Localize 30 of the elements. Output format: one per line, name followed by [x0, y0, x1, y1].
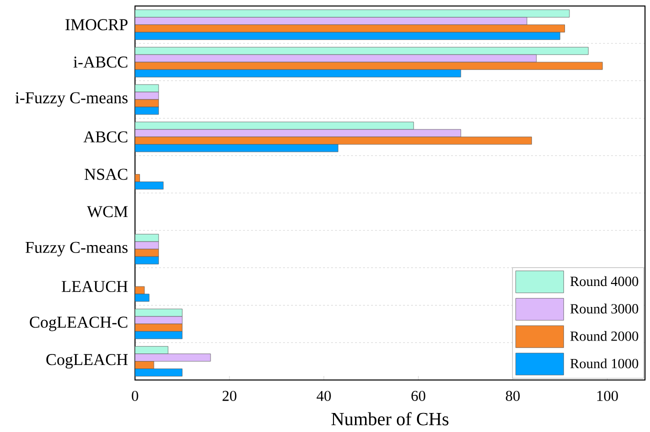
x-axis-title: Number of CHs: [331, 412, 448, 426]
y-tick-label: NSAC: [84, 168, 128, 180]
y-tick-label: CogLEACH: [46, 354, 128, 369]
bar: [135, 354, 211, 362]
y-tick-label: WCM: [86, 206, 128, 218]
x-tick-label: 40: [316, 390, 331, 401]
y-tick-label: ABCC: [83, 131, 128, 142]
x-tick-label: 100: [597, 390, 618, 401]
bar: [135, 368, 182, 376]
legend-label: Round 3000: [570, 304, 638, 314]
bar: [135, 241, 159, 250]
y-tick-label: LEAUCH: [62, 280, 128, 292]
bar: [135, 32, 560, 40]
bar: [135, 331, 182, 340]
legend-label: Round 1000: [570, 358, 638, 368]
bar: [135, 182, 164, 190]
bar: [135, 17, 528, 25]
x-tick-label: 20: [222, 390, 236, 401]
legend-label: Round 2000: [570, 331, 638, 341]
y-tick-label: i-Fuzzy C-means: [15, 92, 128, 107]
y-tick-label: IMOCRP: [65, 19, 128, 30]
x-tick-label: 80: [506, 390, 520, 401]
x-tick-label: 60: [411, 390, 426, 401]
x-tick-label: 0: [132, 390, 138, 401]
y-tick-label: CogLEACH-C: [30, 316, 128, 332]
y-tick-label: i-ABCC: [74, 56, 128, 68]
legend-label: Round 4000: [570, 276, 638, 286]
bar: [135, 54, 537, 62]
y-tick-label: Fuzzy C-means: [26, 242, 128, 256]
bar: [135, 144, 338, 152]
